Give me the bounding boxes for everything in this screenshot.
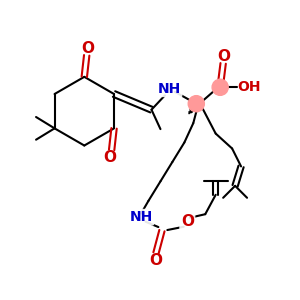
Text: O: O [104,150,117,165]
Circle shape [212,79,228,95]
Text: NH: NH [129,210,153,224]
Text: O: O [217,49,230,64]
Text: O: O [181,214,194,229]
Text: NH: NH [158,82,181,96]
Text: OH: OH [237,80,260,94]
Text: O: O [149,253,162,268]
Circle shape [188,96,204,112]
Text: O: O [81,41,94,56]
